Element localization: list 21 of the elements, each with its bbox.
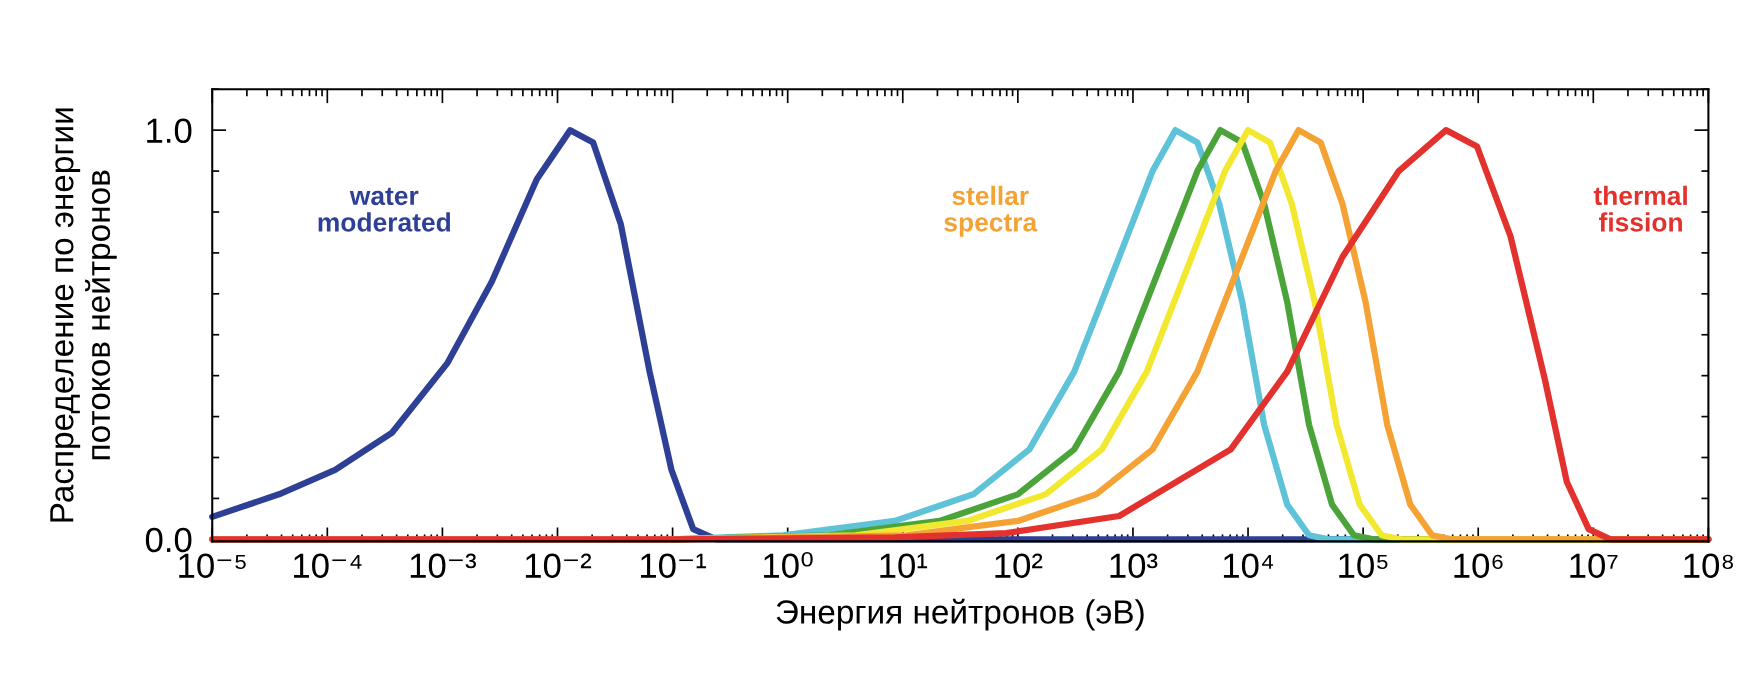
x-tick-label: 10⁻⁵ bbox=[179, 553, 246, 579]
x-tick-label: 10⁻³ bbox=[410, 553, 476, 579]
y-tick-label: 0.0 bbox=[145, 527, 192, 553]
y-axis-title: Распределение по энергии потоков нейтронов bbox=[50, 108, 117, 522]
x-tick-label: 10¹ bbox=[880, 553, 928, 579]
annotation: stellar spectra bbox=[944, 185, 1038, 237]
x-tick-label: 10⁰ bbox=[764, 551, 813, 579]
x-tick-label: 10⁷ bbox=[1570, 553, 1618, 579]
annotation: water moderated bbox=[318, 187, 451, 232]
y-tick-label: 1.0 bbox=[147, 118, 192, 144]
annotation: thermal fission bbox=[1593, 185, 1687, 232]
x-tick-label: 10³ bbox=[1110, 553, 1158, 579]
x-tick-label: 10⁴ bbox=[1223, 553, 1274, 579]
x-tick-label: 10⁵ bbox=[1339, 553, 1388, 579]
x-tick-label: 10⁻¹ bbox=[640, 553, 707, 579]
x-tick-label: 10⁶ bbox=[1454, 553, 1503, 579]
x-tick-label: 10⁻⁴ bbox=[294, 553, 362, 579]
x-tick-label: 10⁻² bbox=[525, 553, 592, 579]
x-tick-label: 10² bbox=[995, 553, 1043, 579]
x-axis-title: Энергия нейтронов (эВ) bbox=[776, 598, 1144, 631]
x-tick-label: 10⁸ bbox=[1684, 553, 1733, 579]
